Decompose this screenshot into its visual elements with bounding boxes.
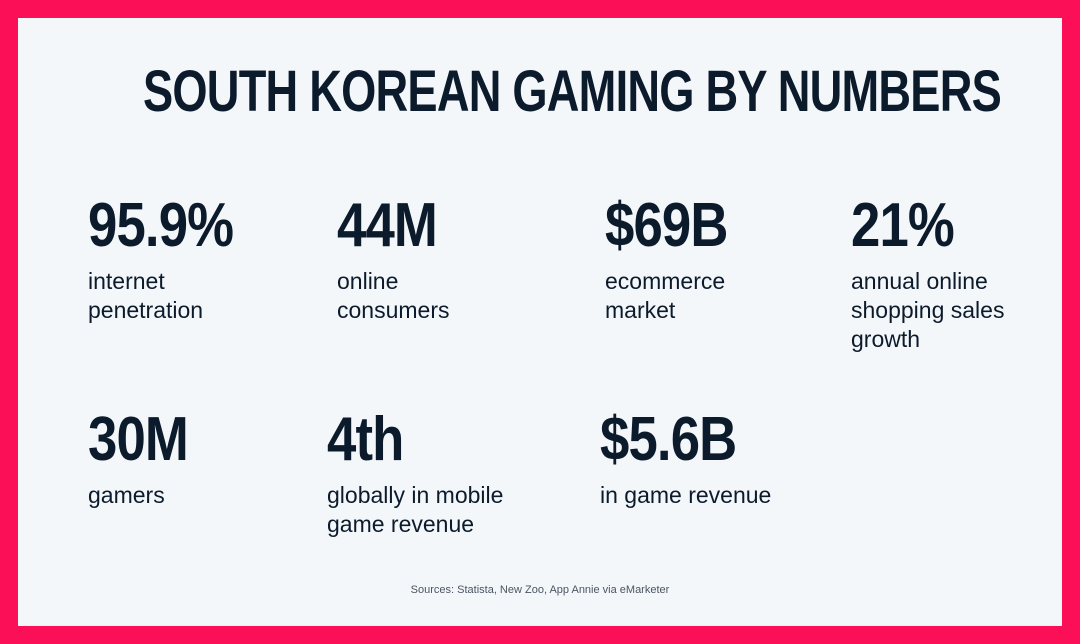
stat-label: ecommerce market	[605, 267, 749, 325]
stat-value: 4th	[327, 405, 404, 474]
source-note: Sources: Statista, New Zoo, App Annie vi…	[410, 584, 670, 596]
stat-label-line: consumers	[337, 297, 450, 323]
stat-label-line: penetration	[88, 297, 204, 323]
stat-label-line: globally in mobile	[327, 482, 504, 508]
stat-label-line: ecommerce	[605, 268, 726, 294]
stat-value: $5.6B	[600, 405, 737, 474]
stat: 95.9% internet penetration	[88, 193, 259, 325]
stat: 30M gamers	[88, 407, 206, 510]
stat-label-line: online	[337, 268, 399, 294]
stat-label-line: in game revenue	[600, 482, 772, 508]
stat: $69B ecommerce market	[605, 193, 749, 325]
stat-label-line: internet	[88, 268, 165, 294]
stat-value: $69B	[605, 191, 728, 260]
stat: 44M online consumers	[337, 193, 455, 325]
stat-label: internet penetration	[88, 267, 259, 325]
panel: SOUTH KOREAN GAMING BY NUMBERS Sources: …	[18, 18, 1062, 626]
title: SOUTH KOREAN GAMING BY NUMBERS	[143, 59, 1002, 124]
stat-value: 44M	[337, 191, 438, 260]
stat-value: 21%	[851, 191, 955, 260]
stat-label-line: gamers	[88, 482, 165, 508]
stat: 21% annual online shopping sales growth	[851, 193, 1004, 354]
stat-label-line: shopping sales	[851, 297, 1005, 323]
stat-label: globally in mobile game revenue	[327, 481, 503, 539]
stat-label-line: game revenue	[327, 511, 475, 537]
stat-value: 95.9%	[88, 191, 234, 260]
stat-label: online consumers	[337, 267, 455, 325]
stat-value: 30M	[88, 405, 189, 474]
stat-label-line: market	[605, 297, 676, 323]
stat-label: annual online shopping sales growth	[851, 267, 1004, 354]
stat-label-line: growth	[851, 326, 921, 352]
stat: 4th globally in mobile game revenue	[327, 407, 503, 539]
stat-label-line: annual online	[851, 268, 988, 294]
stat-label: gamers	[88, 481, 206, 510]
stat: $5.6B in game revenue	[600, 407, 771, 510]
stat-label: in game revenue	[600, 481, 771, 510]
